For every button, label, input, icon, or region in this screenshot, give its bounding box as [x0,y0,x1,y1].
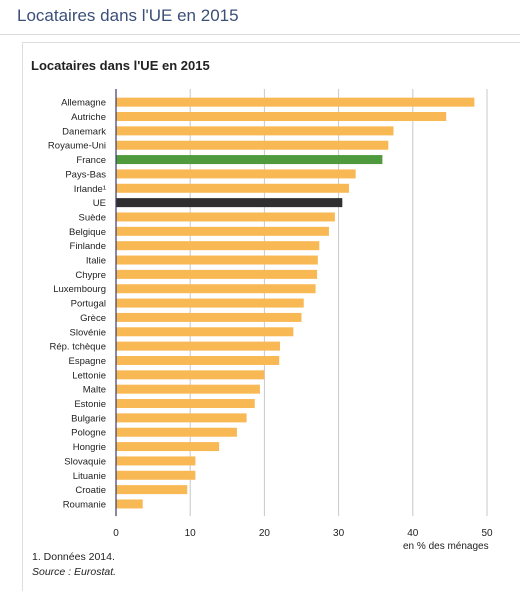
category-label-13: Luxembourg [53,284,106,295]
bar-1 [116,112,447,122]
category-label-19: Lettonie [72,370,106,381]
bar-22 [116,413,247,423]
category-label-3: Royaume-Uni [48,141,106,152]
footnote: 1. Données 2014. [32,551,115,563]
bar-3 [116,140,389,150]
category-label-14: Portugal [71,299,106,310]
bar-28 [116,499,143,509]
bar-7 [116,198,343,208]
category-label-6: Irlande¹ [74,184,106,195]
x-tick-label-10: 10 [185,528,197,539]
category-label-17: Rép. tchèque [49,342,106,353]
chart-title: Locataires dans l'UE en 2015 [31,58,210,73]
bar-19 [116,370,265,380]
category-label-15: Grèce [80,313,106,324]
bar-24 [116,442,220,452]
source-note: Source : Eurostat. [32,566,117,578]
bar-5 [116,169,356,179]
category-label-8: Suède [79,212,106,223]
bar-26 [116,470,196,480]
category-label-2: Danemark [62,126,106,137]
category-label-9: Belgique [69,227,106,238]
category-label-16: Slovénie [70,327,106,338]
bar-0 [116,97,475,107]
bar-16 [116,327,294,337]
bar-13 [116,284,316,294]
x-tick-label-40: 40 [407,528,419,539]
x-tick-label-50: 50 [481,528,493,539]
category-label-7: UE [93,198,106,209]
bar-9 [116,226,329,236]
category-label-18: Espagne [68,356,106,367]
category-label-23: Pologne [71,428,106,439]
bar-25 [116,456,196,466]
category-label-4: France [76,155,106,166]
bar-4 [116,155,383,165]
category-label-21: Estonie [74,399,106,410]
bar-6 [116,183,349,193]
bar-27 [116,485,188,495]
bar-11 [116,255,318,265]
bar-20 [116,384,260,394]
category-label-5: Pays-Bas [65,169,106,180]
category-label-12: Chypre [75,270,106,281]
bar-17 [116,341,280,351]
category-label-0: Allemagne [61,98,106,109]
x-tick-label-30: 30 [333,528,345,539]
x-axis-label: en % des ménages [403,541,489,552]
title-divider [0,34,520,35]
bar-23 [116,427,237,437]
bar-18 [116,355,280,365]
category-label-24: Hongrie [73,442,106,453]
bar-14 [116,298,304,308]
category-label-10: Finlande [70,241,106,252]
bar-8 [116,212,335,222]
page-title: Locataires dans l'UE en 2015 [17,6,239,25]
category-label-1: Autriche [71,112,106,123]
category-label-20: Malte [83,385,106,396]
category-label-27: Croatie [75,485,106,496]
x-tick-label-20: 20 [259,528,271,539]
category-label-25: Slovaquie [64,456,106,467]
bar-10 [116,241,320,251]
bar-2 [116,126,394,136]
bar-15 [116,312,302,322]
bar-21 [116,399,255,409]
category-label-11: Italie [86,256,106,267]
category-label-22: Bulgarie [71,413,106,424]
category-label-28: Roumanie [63,499,106,510]
bar-12 [116,269,318,279]
x-tick-label-0: 0 [113,528,119,539]
category-label-26: Lituanie [73,471,106,482]
